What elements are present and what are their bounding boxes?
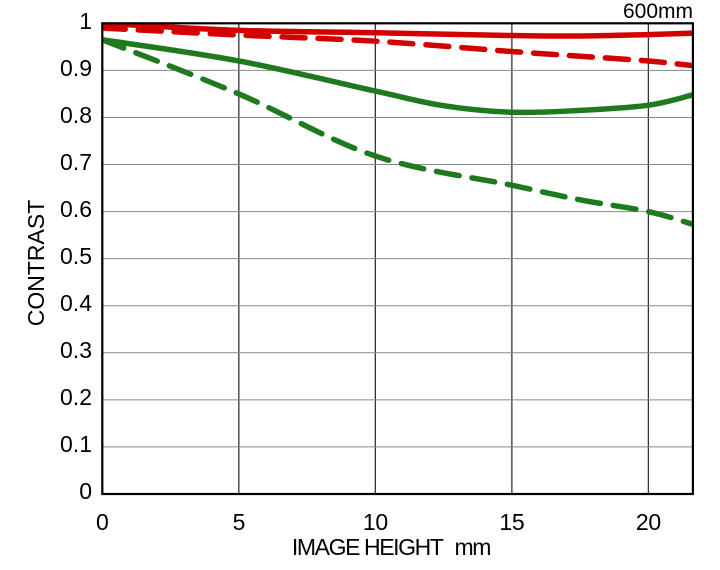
svg-text:10: 10 xyxy=(363,509,388,535)
svg-text:15: 15 xyxy=(499,509,524,535)
svg-text:600mm: 600mm xyxy=(623,0,693,23)
svg-text:0.4: 0.4 xyxy=(60,290,92,316)
svg-text:CONTRAST: CONTRAST xyxy=(23,200,49,327)
svg-text:0.3: 0.3 xyxy=(60,337,92,363)
svg-text:20: 20 xyxy=(636,509,661,535)
svg-text:0.5: 0.5 xyxy=(60,243,92,269)
svg-text:0.7: 0.7 xyxy=(60,149,92,175)
svg-text:1: 1 xyxy=(79,8,92,34)
svg-text:0.8: 0.8 xyxy=(60,102,92,128)
svg-text:0.6: 0.6 xyxy=(60,196,92,222)
svg-text:5: 5 xyxy=(233,509,246,535)
svg-text:0: 0 xyxy=(96,509,109,535)
svg-text:0.1: 0.1 xyxy=(60,431,92,457)
svg-text:0.2: 0.2 xyxy=(60,384,92,410)
svg-text:0.9: 0.9 xyxy=(60,55,92,81)
svg-text:0: 0 xyxy=(79,478,92,504)
